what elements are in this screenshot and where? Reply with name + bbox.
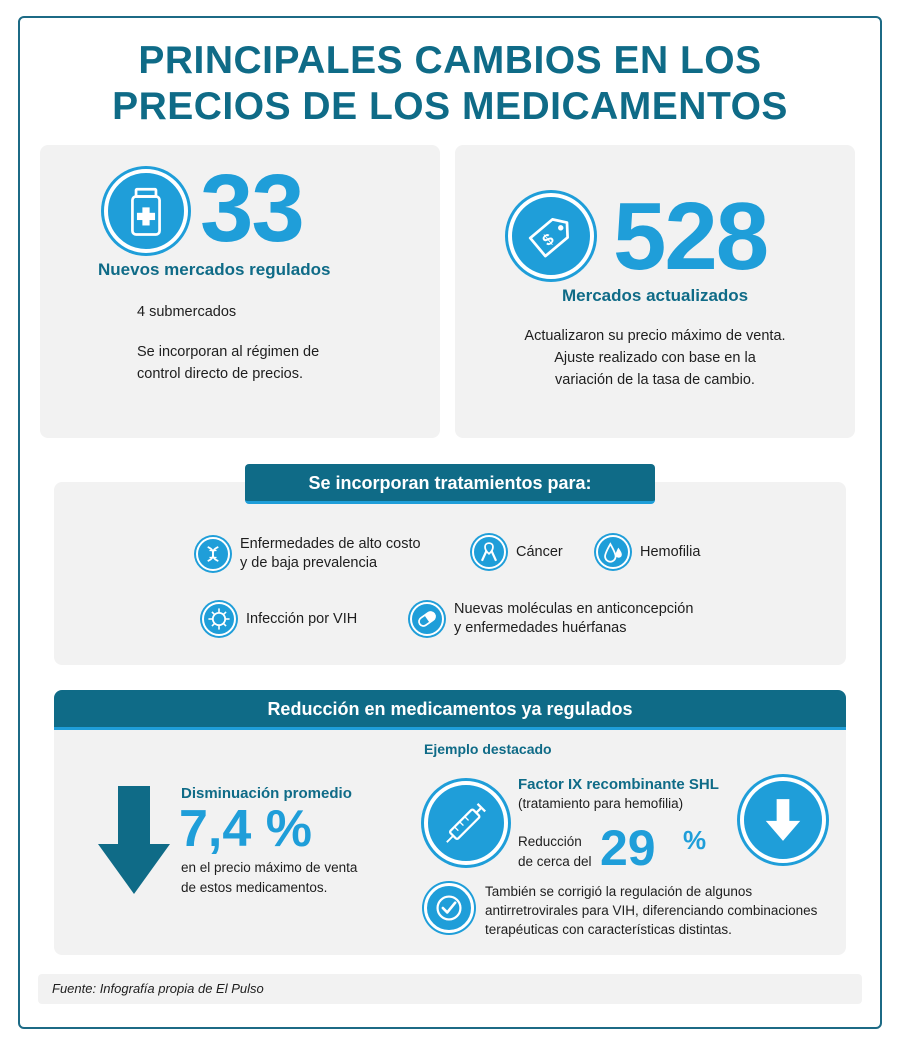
- down-arrow-circle-icon: [740, 777, 826, 863]
- down-arrow-icon: [98, 786, 170, 894]
- submarkets-text: 4 submercados: [137, 304, 237, 320]
- drug-name: Factor IX recombinante SHL: [518, 776, 719, 793]
- avg-reduction-value: 7,4 %: [179, 800, 312, 858]
- new-markets-number: 33: [200, 155, 305, 262]
- dna-icon: [196, 537, 230, 571]
- updated-markets-number: 528: [613, 183, 769, 290]
- example-label: Ejemplo destacado: [424, 741, 552, 757]
- treatments-card: [54, 482, 846, 665]
- new-markets-card: 33 Nuevos mercados regulados 4 submercad…: [40, 145, 440, 438]
- treatments-header: Se incorporan tratamientos para:: [245, 464, 655, 504]
- ribbon-icon: [472, 535, 506, 569]
- treatment-label: Hemofilia: [640, 543, 701, 560]
- reduction-text: Reducción de cerca del: [518, 834, 592, 869]
- treatment-label: Infección por VIH: [246, 610, 358, 627]
- treatment-label: Cáncer: [516, 543, 563, 560]
- source-footer: Fuente: Infografía propia de El Pulso: [38, 974, 862, 1004]
- price-tag-icon: $: [508, 193, 594, 279]
- treatment-item-hemophilia: Hemofilia: [596, 535, 700, 569]
- treatment-item-hiv: Infección por VIH: [202, 602, 357, 636]
- reduction-header: Reducción en medicamentos ya regulados: [54, 690, 846, 730]
- updated-markets-detail: Actualizaron su precio máximo de venta. …: [524, 328, 786, 388]
- checkmark-icon: [424, 883, 474, 933]
- treatment-item-new-molecules: Nuevas moléculas en anticoncepción y enf…: [410, 600, 693, 638]
- reduction-value: 29: [600, 820, 656, 876]
- medicine-bottle-icon: [104, 169, 188, 253]
- treatment-item-cancer: Cáncer: [472, 535, 563, 569]
- avg-reduction-desc: en el precio máximo de venta de estos me…: [181, 860, 358, 895]
- avg-reduction-label: Disminuación promedio: [181, 785, 352, 802]
- treatment-label: Nuevas moléculas en anticoncepción y enf…: [454, 601, 694, 636]
- new-markets-detail: Se incorporan al régimen de control dire…: [137, 344, 320, 382]
- pill-icon: [410, 602, 444, 636]
- treatment-label: Enfermedades de alto costo y de baja pre…: [240, 536, 421, 571]
- title-line-1: PRINCIPALES CAMBIOS EN LOS: [138, 39, 762, 82]
- new-markets-subtitle: Nuevos mercados regulados: [98, 260, 331, 279]
- syringe-icon: [424, 781, 508, 865]
- antiretroviral-note: También se corrigió la regulación de alg…: [485, 884, 818, 937]
- reduction-unit: %: [683, 825, 707, 855]
- updated-markets-card: $ 528 Mercados actualizados Actualizaron…: [455, 145, 855, 438]
- updated-markets-subtitle: Mercados actualizados: [562, 286, 749, 305]
- page-title: PRINCIPALES CAMBIOS EN LOS PRECIOS DE LO…: [0, 38, 900, 130]
- blood-drop-icon: [596, 535, 630, 569]
- drug-note: (tratamiento para hemofilia): [518, 796, 684, 811]
- treatment-item-high-cost: Enfermedades de alto costo y de baja pre…: [196, 535, 421, 573]
- title-line-2: PRECIOS DE LOS MEDICAMENTOS: [112, 85, 788, 128]
- virus-icon: [202, 602, 236, 636]
